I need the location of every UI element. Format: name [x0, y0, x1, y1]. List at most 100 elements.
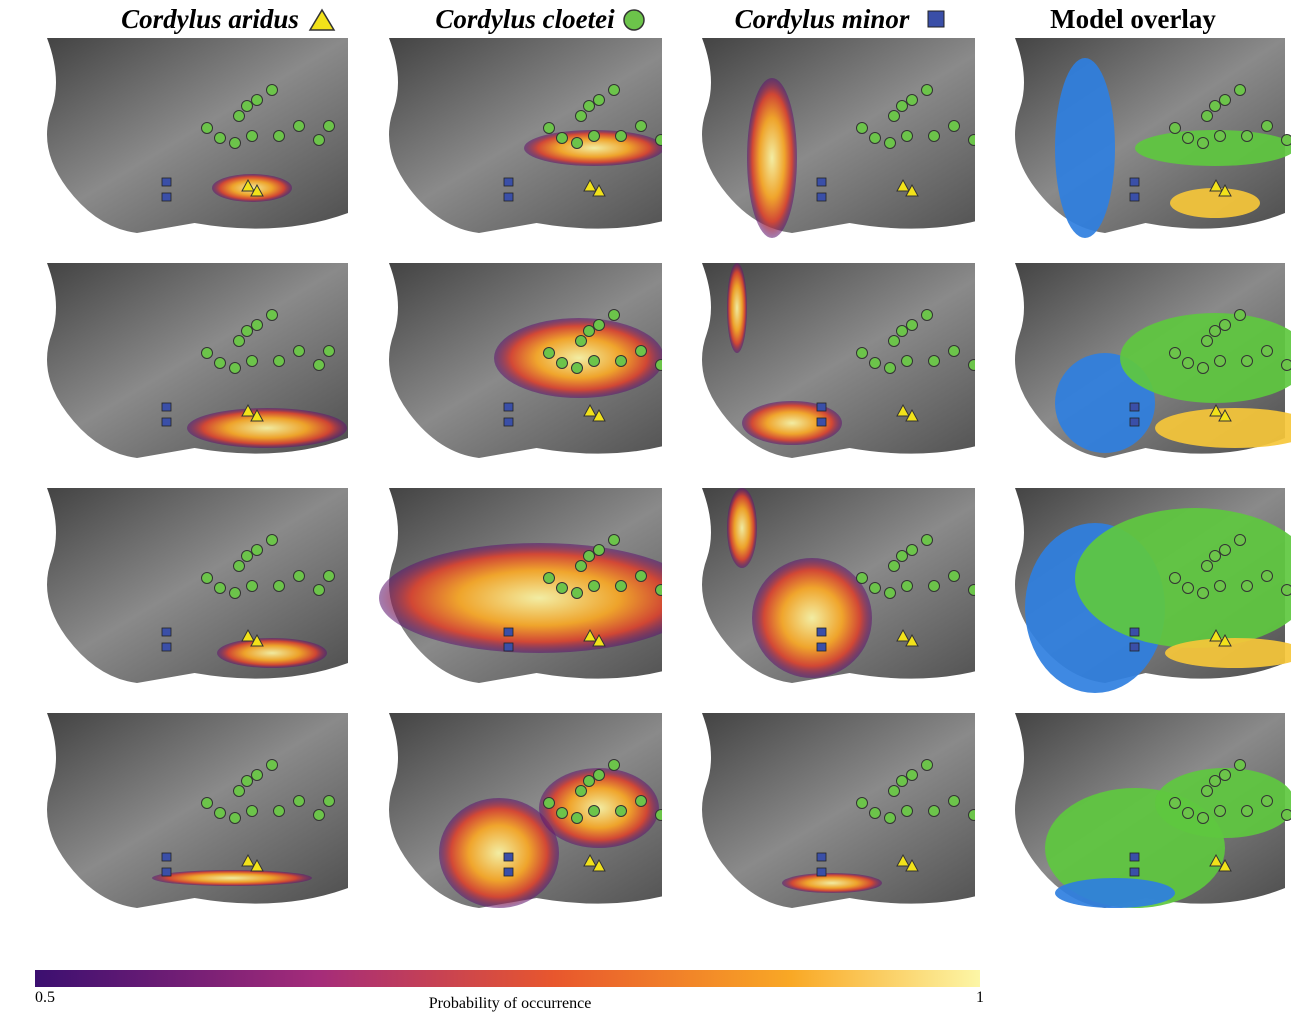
cloetei-point [922, 310, 933, 321]
minor-point [1130, 643, 1139, 651]
suitability-area [782, 873, 882, 893]
cloetei-point [870, 808, 881, 819]
cloetei-point [902, 806, 913, 817]
map-panel [7, 713, 348, 918]
cloetei-point [1215, 356, 1226, 367]
minor-point [817, 628, 826, 636]
suitability-area [747, 78, 797, 238]
cloetei-point [1202, 786, 1213, 797]
map-panel [7, 488, 348, 693]
map-panel [7, 263, 348, 468]
cloetei-point [557, 583, 568, 594]
colorbar-max: 1 [976, 989, 984, 1006]
cloetei-point [922, 85, 933, 96]
cloetei-point [544, 348, 555, 359]
cloetei-point [922, 760, 933, 771]
cloetei-point [857, 573, 868, 584]
cloetei-point [572, 138, 583, 149]
cloetei-point [1183, 358, 1194, 369]
cloetei-point [314, 585, 325, 596]
cloetei-point [274, 356, 285, 367]
cloetei-point [589, 581, 600, 592]
suitability-area [752, 558, 872, 678]
minor-point [1130, 628, 1139, 636]
cloetei-point [324, 346, 335, 357]
cloetei-point [544, 573, 555, 584]
column-header: Cordylus aridus [121, 4, 299, 34]
cloetei-point [247, 581, 258, 592]
cloetei-point [1262, 571, 1273, 582]
cloetei-point [1198, 138, 1209, 149]
suitability-area [494, 318, 664, 398]
cloetei-point [557, 808, 568, 819]
minor-point [504, 628, 513, 636]
circle-symbol [624, 10, 644, 30]
minor-point [1130, 853, 1139, 861]
suitability-area [187, 408, 347, 448]
cloetei-point [576, 786, 587, 797]
cloetei-point [294, 346, 305, 357]
cloetei-point [1210, 776, 1221, 787]
map-panel [975, 263, 1291, 468]
minor-point [504, 418, 513, 426]
minor-point [162, 178, 171, 186]
cloetei-point [636, 796, 647, 807]
cloetei-point [267, 760, 278, 771]
cloetei-point [274, 131, 285, 142]
cloetei-point [636, 571, 647, 582]
cloetei-point [636, 346, 647, 357]
cloetei-point [544, 123, 555, 134]
cloetei-point [870, 358, 881, 369]
minor-point [162, 868, 171, 876]
cloetei-point [1262, 346, 1273, 357]
cloetei-point [929, 356, 940, 367]
minor-point [162, 403, 171, 411]
cloetei-point [1282, 810, 1291, 821]
cloetei-point [1202, 561, 1213, 572]
cloetei-point [907, 545, 918, 556]
cloetei-point [247, 131, 258, 142]
cloetei-point [949, 796, 960, 807]
cloetei-point [1183, 583, 1194, 594]
cloetei-point [1242, 131, 1253, 142]
cloetei-point [902, 356, 913, 367]
cloetei-point [1242, 356, 1253, 367]
minor-point [1130, 193, 1139, 201]
cloetei-point [1198, 813, 1209, 824]
map-panel [975, 488, 1291, 693]
cloetei-point [234, 336, 245, 347]
cloetei-point [589, 356, 600, 367]
minor-point [162, 418, 171, 426]
minor-point [817, 853, 826, 861]
cloetei-point [202, 798, 213, 809]
cloetei-point [929, 131, 940, 142]
minor-point [817, 178, 826, 186]
cloetei-point [572, 588, 583, 599]
cloetei-point [594, 545, 605, 556]
map-panel [975, 38, 1291, 243]
cloetei-point [572, 363, 583, 374]
minor-point [162, 853, 171, 861]
cloetei-point [609, 760, 620, 771]
cloetei-point [949, 346, 960, 357]
cloetei-point [267, 310, 278, 321]
cloetei-point [885, 588, 896, 599]
minor-point [504, 643, 513, 651]
cloetei-point [889, 336, 900, 347]
cloetei-point [267, 85, 278, 96]
cloetei-point [576, 111, 587, 122]
map-panel [662, 713, 1003, 918]
cloetei-point [247, 806, 258, 817]
suitability-area [727, 488, 757, 568]
cloetei-point [897, 326, 908, 337]
cloetei-point [616, 581, 627, 592]
cloetei-point [857, 123, 868, 134]
cloetei-point [1220, 770, 1231, 781]
map-panel [975, 713, 1291, 918]
map-panel [349, 38, 690, 243]
cloetei-point [247, 356, 258, 367]
cloetei-point [857, 798, 868, 809]
minor-point [504, 853, 513, 861]
cloetei-point [267, 535, 278, 546]
minor-point [1130, 178, 1139, 186]
